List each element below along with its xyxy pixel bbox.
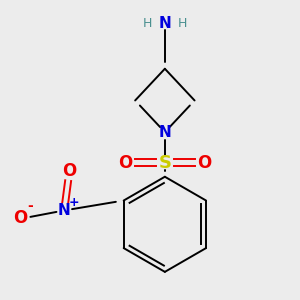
Text: N: N [58, 203, 70, 218]
Text: O: O [62, 162, 76, 180]
Text: N: N [158, 125, 171, 140]
Text: H: H [142, 17, 152, 30]
Text: O: O [118, 154, 132, 172]
Text: +: + [69, 196, 80, 209]
Text: O: O [14, 209, 28, 227]
Text: H: H [178, 17, 188, 30]
Text: S: S [158, 154, 171, 172]
Text: O: O [197, 154, 212, 172]
Text: N: N [158, 16, 171, 31]
Text: -: - [28, 200, 33, 214]
